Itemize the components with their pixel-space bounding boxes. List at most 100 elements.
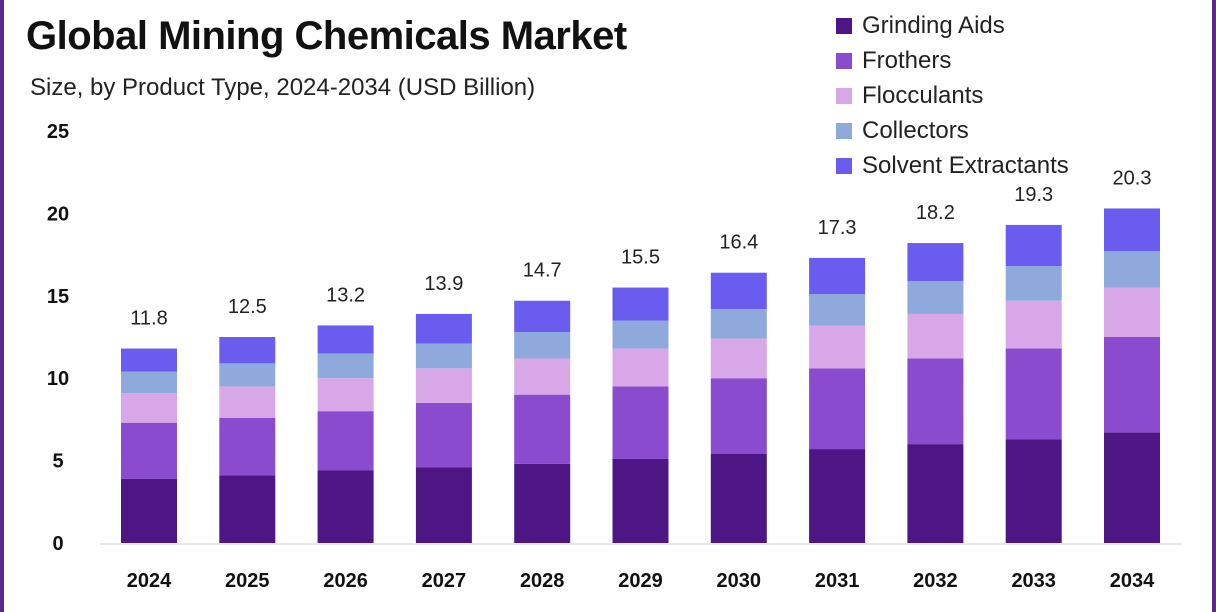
bar-segment-solvent-extractants-2031 [809,257,866,295]
bar-segment-collectors-2033 [1005,266,1062,301]
bar-segment-frothers-2027 [415,402,472,468]
bar-segment-flocculants-2031 [809,325,866,369]
chart-title: Global Mining Chemicals Market [26,14,627,58]
x-tick-label-2032: 2032 [913,570,958,592]
legend-swatch [836,157,852,174]
x-tick-label-2024: 2024 [127,570,172,592]
bar-segment-collectors-2028 [514,332,571,359]
chart-legend: Grinding Aids Frothers Flocculants Collecto… [836,8,1069,183]
bar-segment-grinding-aids-2029 [612,458,669,543]
legend-item-grinding-aids: Grinding Aids [836,8,1069,43]
bar-segment-frothers-2030 [710,378,767,455]
bar-segment-flocculants-2028 [514,358,571,395]
bar-segment-solvent-extractants-2033 [1005,224,1062,267]
bar-segment-grinding-aids-2028 [514,463,571,543]
bar-segment-flocculants-2030 [710,338,767,379]
x-tick-label-2028: 2028 [520,570,565,592]
x-tick-label-2026: 2026 [323,570,368,592]
legend-item-frothers: Frothers [836,43,1069,78]
total-label-2034: 20.3 [1113,167,1152,189]
bar-segment-collectors-2025 [219,363,276,387]
y-tick-label: 5 [52,451,63,473]
bar-segment-grinding-aids-2034 [1104,432,1160,543]
bar-segment-flocculants-2025 [219,386,276,418]
bar-segment-collectors-2026 [317,353,374,379]
bar-segment-collectors-2024 [121,371,177,394]
legend-swatch [836,87,852,104]
legend-swatch [836,17,852,34]
bar-segment-grinding-aids-2027 [415,467,472,543]
total-label-2027: 13.9 [424,273,463,295]
bar-segment-solvent-extractants-2026 [317,325,374,354]
bar-segment-frothers-2032 [907,358,964,445]
bar-segment-grinding-aids-2031 [809,449,866,543]
x-tick-label-2033: 2033 [1011,570,1056,592]
bar-segment-grinding-aids-2024 [121,478,177,543]
legend-label: Collectors [862,116,969,144]
total-label-2029: 15.5 [621,247,660,269]
bar-segment-frothers-2028 [514,394,571,464]
total-label-2024: 11.8 [130,308,167,330]
legend-item-flocculants: Flocculants [836,78,1069,113]
bar-segment-flocculants-2032 [907,313,964,359]
bar-segment-collectors-2034 [1104,251,1160,288]
x-tick-label-2025: 2025 [225,570,270,592]
bar-segment-frothers-2025 [219,417,276,476]
bar-segment-collectors-2032 [907,280,964,314]
legend-item-solvent-extractants: Solvent Extractants [836,148,1069,183]
bar-segment-grinding-aids-2026 [317,470,374,543]
x-tick-label-2029: 2029 [618,570,663,592]
bar-segment-solvent-extractants-2029 [612,287,669,321]
bar-segment-solvent-extractants-2034 [1104,208,1160,252]
bar-segment-flocculants-2033 [1005,300,1062,349]
bar-segment-frothers-2029 [612,386,669,459]
x-tick-label-2034: 2034 [1110,570,1155,592]
x-tick-label-2031: 2031 [815,570,860,592]
y-tick-label: 15 [47,286,69,308]
x-tick-label-2030: 2030 [717,570,762,592]
bar-segment-frothers-2033 [1005,348,1062,440]
bar-segment-collectors-2027 [415,343,472,369]
bar-segment-collectors-2030 [710,308,767,339]
legend-item-collectors: Collectors [836,113,1069,148]
legend-label: Frothers [862,46,952,74]
bar-segment-flocculants-2026 [317,378,374,412]
bar-segment-solvent-extractants-2028 [514,300,571,333]
y-tick-label: 0 [52,533,63,555]
y-tick-label: 25 [47,121,69,143]
bar-segment-grinding-aids-2032 [907,444,964,543]
bar-segment-solvent-extractants-2027 [415,313,472,344]
bar-segment-solvent-extractants-2025 [219,337,276,364]
bar-segment-flocculants-2027 [415,368,472,403]
y-tick-label: 20 [47,203,69,225]
total-label-2031: 17.3 [818,217,857,239]
bar-segment-frothers-2024 [121,422,177,479]
legend-label: Grinding Aids [862,11,1005,39]
x-tick-label-2027: 2027 [422,570,467,592]
bar-segment-solvent-extractants-2024 [121,348,177,372]
bar-segment-grinding-aids-2033 [1005,439,1062,543]
bar-segment-grinding-aids-2030 [710,454,767,543]
bar-segment-flocculants-2029 [612,348,669,387]
total-label-2032: 18.2 [916,202,955,224]
legend-swatch [836,122,852,139]
total-label-2028: 14.7 [523,260,562,282]
total-label-2030: 16.4 [719,232,758,254]
bar-segment-frothers-2034 [1104,337,1160,433]
total-label-2033: 19.3 [1014,184,1053,206]
total-label-2026: 13.2 [326,284,365,306]
bar-segment-frothers-2031 [809,368,866,450]
bar-segment-solvent-extractants-2032 [907,243,964,281]
bar-segment-collectors-2029 [612,320,669,349]
legend-label: Flocculants [862,81,984,109]
total-label-2025: 12.5 [228,296,267,318]
chart-subtitle: Size, by Product Type, 2024-2034 (USD Bi… [30,74,536,101]
legend-label: Solvent Extractants [862,151,1069,179]
y-tick-label: 10 [47,368,69,390]
bar-segment-grinding-aids-2025 [219,475,276,543]
legend-swatch [836,52,852,69]
bar-segment-frothers-2026 [317,411,374,471]
bar-segment-flocculants-2034 [1104,287,1160,337]
bar-segment-flocculants-2024 [121,393,177,423]
